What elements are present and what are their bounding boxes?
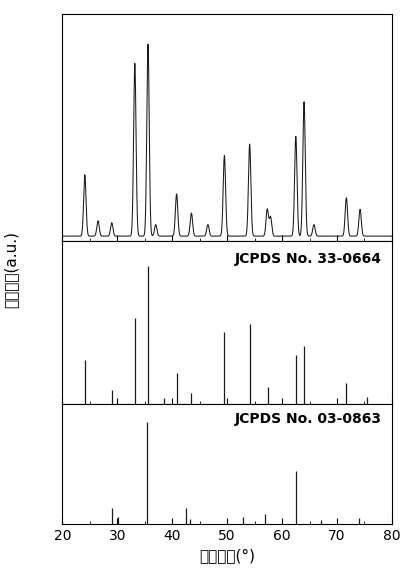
Text: 衍射角度(°): 衍射角度(°) <box>198 548 255 563</box>
Text: 衍射强度(a.u.): 衍射强度(a.u.) <box>4 231 19 307</box>
Text: JCPDS No. 33-0664: JCPDS No. 33-0664 <box>235 252 381 266</box>
Text: JCPDS No. 03-0863: JCPDS No. 03-0863 <box>235 412 381 426</box>
